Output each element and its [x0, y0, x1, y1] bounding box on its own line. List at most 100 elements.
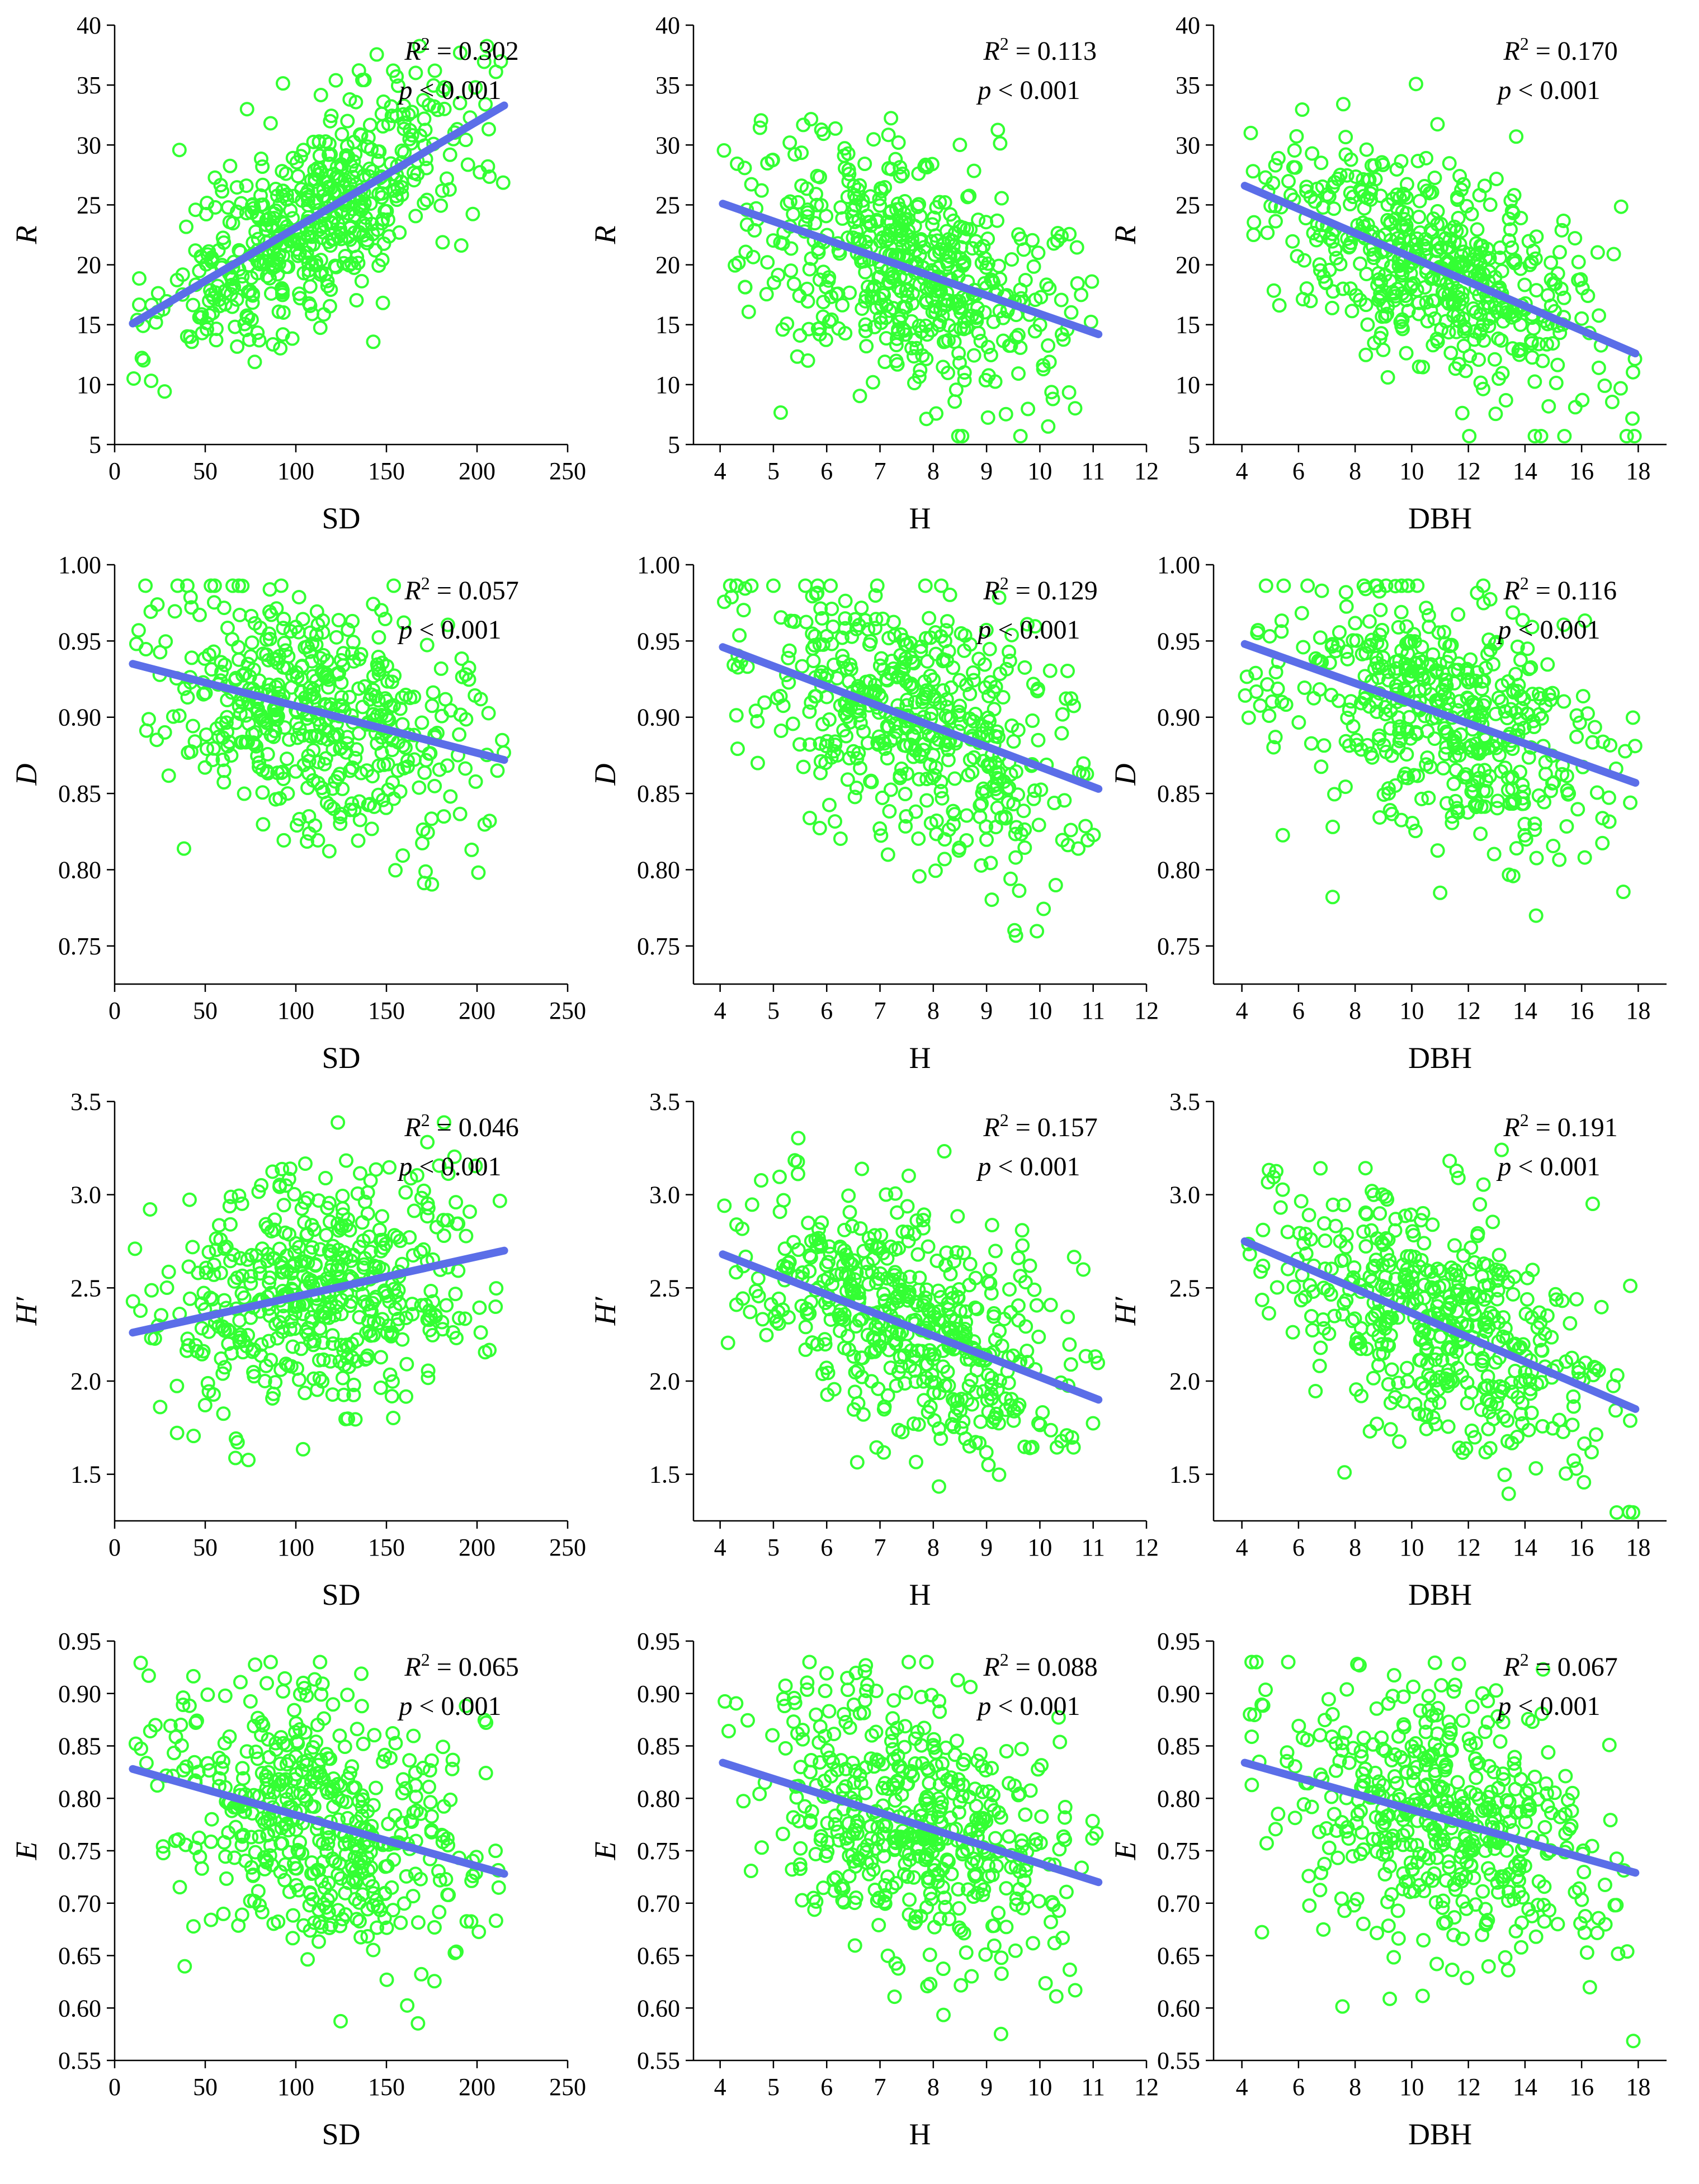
scatter-point: [1314, 759, 1329, 774]
scatter-point: [810, 1337, 825, 1352]
scatter-point: [334, 160, 349, 176]
scatter-point: [1359, 266, 1374, 281]
scatter-point: [936, 360, 951, 375]
scatter-point: [1439, 724, 1454, 739]
scatter-point: [1367, 1258, 1382, 1273]
scatter-point: [1475, 381, 1490, 396]
y-axis-label: H′: [10, 1296, 43, 1326]
scatter-point: [279, 259, 294, 275]
y-tick-label: 25: [1176, 191, 1200, 219]
y-tick-label: 5: [668, 431, 680, 458]
scatter-point: [872, 821, 888, 836]
scatter-point: [1564, 1350, 1579, 1365]
scatter-point: [1498, 704, 1513, 719]
scatter-point: [1451, 1170, 1466, 1185]
scatter-point: [866, 132, 881, 147]
scatter-point: [303, 279, 318, 294]
scatter-point: [419, 637, 435, 653]
scatter-point: [403, 1171, 418, 1186]
x-tick-label: 0: [108, 457, 121, 485]
scatter-point: [1016, 242, 1031, 257]
scatter-point: [273, 341, 288, 356]
scatter-point: [858, 317, 873, 332]
scatter-point: [427, 99, 442, 114]
scatter-point: [889, 1336, 904, 1351]
scatter-point: [374, 1350, 389, 1365]
scatter-point: [811, 1222, 826, 1237]
scatter-point: [188, 1337, 203, 1353]
scatter-point: [1423, 223, 1438, 238]
r-squared-label: R2 = 0.129: [983, 573, 1097, 606]
scatter-point: [1238, 688, 1253, 703]
scatter-point: [981, 688, 997, 703]
scatter-point: [1521, 661, 1536, 677]
scatter-point: [225, 632, 240, 647]
scatter-point: [1410, 154, 1426, 169]
scatter-point: [848, 1319, 863, 1334]
y-tick-label: 30: [77, 131, 101, 159]
scatter-point: [850, 1455, 865, 1470]
scatter-point: [407, 166, 422, 181]
scatter-point: [1586, 1368, 1601, 1383]
scatter-point: [1294, 1194, 1309, 1209]
scatter-point: [161, 768, 176, 783]
scatter-point: [1313, 1340, 1328, 1355]
scatter-point: [216, 775, 232, 790]
scatter-point: [1243, 125, 1258, 140]
scatter-point: [1441, 325, 1456, 340]
scatter-point: [926, 210, 941, 225]
scatter-point: [841, 1188, 856, 1203]
scatter-point: [1394, 578, 1409, 593]
scatter-point: [298, 249, 313, 264]
scatter-point: [459, 1228, 474, 1244]
scatter-point: [1306, 691, 1322, 706]
scatter-point: [1417, 1381, 1432, 1396]
scatter-point: [870, 214, 885, 229]
scatter-point: [1346, 190, 1361, 205]
scatter-point: [279, 239, 294, 254]
scatter-point: [290, 670, 305, 685]
scatter-point: [847, 178, 862, 193]
scatter-point: [786, 276, 801, 291]
scatter-point: [971, 212, 986, 228]
scatter-point: [459, 712, 474, 727]
scatter-point: [1566, 1453, 1581, 1468]
scatter-point: [407, 173, 422, 188]
scatter-point: [1069, 240, 1084, 255]
scatter-point: [977, 657, 992, 672]
scatter-point: [777, 1241, 792, 1256]
scatter-point: [837, 148, 852, 163]
scatter-point: [433, 661, 449, 676]
scatter-point: [389, 69, 404, 84]
scatter-point: [1489, 172, 1504, 187]
scatter-point: [1479, 773, 1494, 788]
scatter-point: [366, 597, 381, 612]
scatter-point: [1374, 1337, 1389, 1352]
scatter-point: [1477, 1278, 1492, 1293]
scatter-point: [987, 702, 1002, 717]
x-tick-label: 6: [1292, 457, 1305, 485]
scatter-point: [1552, 325, 1568, 341]
scatter-point: [1469, 673, 1484, 688]
scatter-point: [847, 790, 862, 805]
scatter-point: [1521, 750, 1536, 765]
scatter-point: [1459, 1441, 1474, 1456]
scatter-point: [941, 1302, 956, 1317]
scatter-point: [323, 697, 338, 712]
scatter-point: [919, 793, 935, 808]
scatter-point: [392, 225, 407, 240]
scatter-point: [374, 603, 389, 618]
scatter-point: [1318, 1233, 1333, 1248]
x-tick-label: 8: [927, 457, 940, 485]
scatter-point: [1431, 1306, 1446, 1321]
scatter-point: [1340, 711, 1355, 726]
scatter-point: [850, 232, 865, 247]
scatter-point: [417, 876, 432, 891]
panel-d-h: 4 5 6 7 8 9 10 11 120.750.800.850.900.951.00HDR2…: [588, 551, 1159, 1075]
scatter-point: [1356, 578, 1371, 593]
scatter-point: [296, 1306, 311, 1321]
scatter-point: [919, 292, 934, 308]
scatter-point: [1460, 672, 1475, 687]
scatter-point: [984, 1218, 999, 1233]
